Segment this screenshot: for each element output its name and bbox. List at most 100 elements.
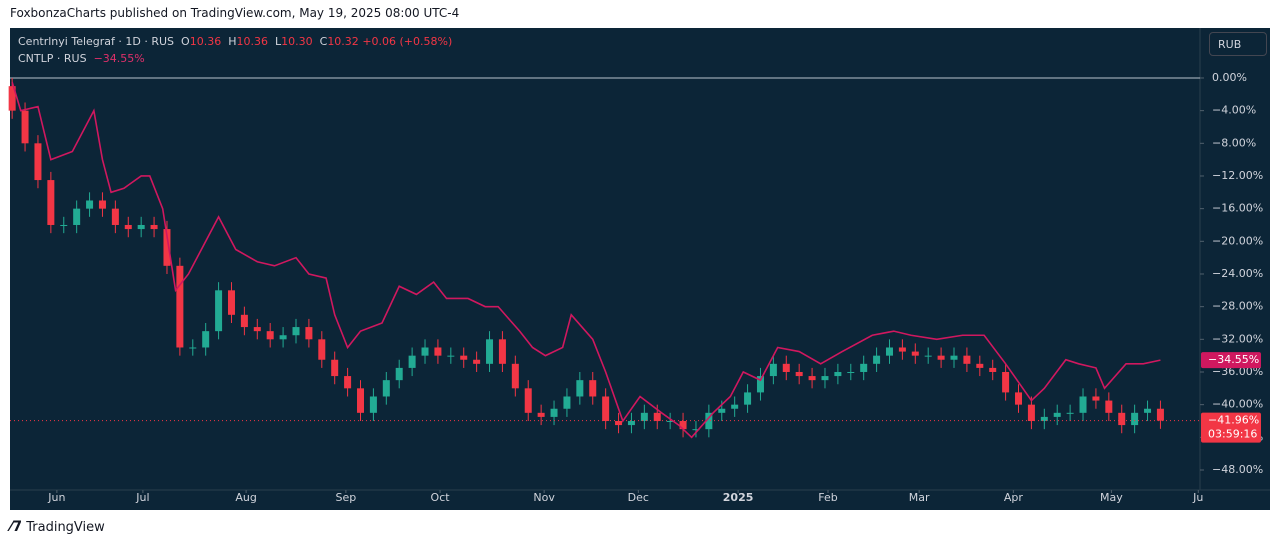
candle-body [344, 376, 352, 389]
candle-body [1105, 400, 1113, 413]
symbol: Centrlnyi Telegraf · 1D · RUS [18, 35, 175, 48]
compare-last-box [1201, 352, 1261, 369]
candle-body [1131, 412, 1139, 426]
candle-body [215, 290, 223, 332]
candle-body [137, 224, 145, 230]
candle-body [576, 380, 584, 397]
chart-panel [10, 28, 1270, 510]
candle-body [950, 355, 958, 360]
candle-body [460, 355, 468, 360]
candle-body [511, 363, 519, 389]
candle-body [473, 359, 481, 364]
candle-body [292, 327, 300, 336]
candle-body [937, 355, 945, 360]
candle-body [382, 380, 390, 397]
candle-body [486, 339, 494, 364]
candle-body [731, 404, 739, 409]
candle-body [47, 180, 55, 225]
c-label: C [319, 35, 328, 48]
candle-body [1053, 412, 1061, 417]
o-value: 10.36 [189, 35, 222, 48]
candle-body [73, 208, 81, 225]
candle-body [369, 396, 377, 413]
brand: TradingView [26, 520, 105, 535]
candle-body [924, 355, 932, 357]
candle-body [860, 363, 868, 372]
y-tick-label: −48.00% [1212, 463, 1263, 476]
candle-body [705, 412, 713, 430]
candle-body [331, 359, 339, 377]
x-tick-label: Feb [818, 491, 837, 504]
candle-body [834, 371, 842, 377]
candle-body [227, 290, 235, 315]
x-tick-label: Mar [909, 491, 930, 504]
footer-brand: ⁄7 TradingView [10, 519, 105, 535]
candle-body [1092, 396, 1100, 401]
candle-body [627, 420, 635, 426]
candle-body [524, 388, 532, 413]
candle-body [60, 224, 68, 226]
candle-body [202, 331, 210, 348]
compare-line [11, 81, 1161, 439]
y-tick-label: −8.00% [1212, 136, 1256, 149]
l-value: 10.30 [281, 35, 313, 48]
y-tick-label: −20.00% [1212, 234, 1263, 247]
candle-body [34, 143, 42, 181]
compare-change: −34.55% [93, 52, 145, 65]
candle-body [1040, 416, 1048, 421]
x-tick-label: May [1100, 491, 1123, 504]
currency-button[interactable]: RUB [1209, 32, 1267, 56]
candle-body [821, 376, 829, 381]
candle-body [279, 335, 287, 340]
candle-body [1015, 392, 1023, 405]
last-price-label: −41.96% [1208, 414, 1259, 427]
candle-body [498, 339, 506, 364]
y-tick-label: −32.00% [1212, 332, 1263, 345]
x-tick-label: Dec [628, 491, 649, 504]
candle-body [537, 412, 545, 417]
candle-body [550, 408, 558, 417]
x-tick-label: Oct [431, 491, 451, 504]
candle-body [679, 420, 687, 430]
candle-body [666, 420, 674, 422]
candle-body [1079, 396, 1087, 413]
h-value: 10.36 [236, 35, 268, 48]
x-tick-label: Apr [1004, 491, 1024, 504]
x-tick-label: 2025 [723, 491, 754, 504]
compare-symbol: CNTLP · RUS [18, 52, 87, 65]
candle-body [434, 347, 442, 356]
x-tick-label: Jul [135, 491, 149, 504]
x-tick-label: Ju [1192, 491, 1203, 504]
candle-body [615, 420, 623, 426]
candle-body [963, 355, 971, 364]
h-label: H [228, 35, 237, 48]
logo: ⁄7 [10, 519, 23, 535]
change: +0.06 (+0.58%) [362, 35, 453, 48]
candle-body [756, 376, 764, 393]
y-tick-label: −24.00% [1212, 267, 1263, 280]
candle-body [563, 396, 571, 409]
candle-body [1118, 412, 1126, 426]
candle-body [898, 347, 906, 352]
candle-body [86, 200, 94, 209]
candle-body [769, 363, 777, 377]
candle-body [124, 224, 132, 230]
candle-body [1002, 371, 1010, 393]
candle-body [98, 200, 106, 209]
countdown: 03:59:16 [1208, 428, 1257, 441]
y-tick-label: −40.00% [1212, 398, 1263, 411]
y-tick-label: −36.00% [1212, 365, 1263, 378]
candle-body [395, 367, 403, 381]
candle-body [163, 229, 171, 266]
y-tick-label: −4.00% [1212, 104, 1256, 117]
candle-body [1066, 412, 1074, 414]
y-tick-label: 0.00% [1212, 71, 1247, 84]
l-label: L [274, 35, 282, 48]
candle-body [189, 347, 197, 349]
compare-last-label: −34.55% [1208, 353, 1259, 366]
candle-body [253, 327, 261, 332]
last-price-box [1201, 412, 1261, 443]
candle-body [447, 355, 455, 357]
